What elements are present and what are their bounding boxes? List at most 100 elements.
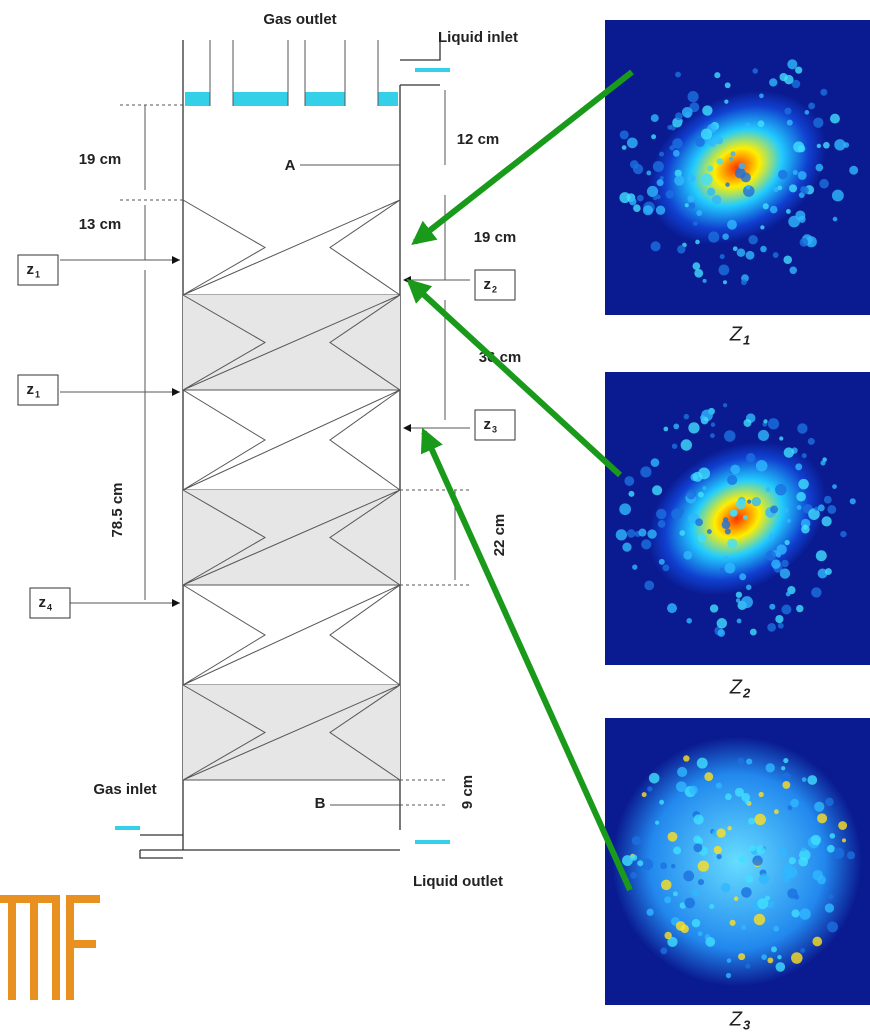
heatmap-blob [716, 158, 723, 165]
heatmap-blob [644, 580, 654, 590]
heatmap-blob [779, 436, 783, 440]
heatmap-blob [683, 551, 692, 560]
heatmap-blob [830, 833, 836, 839]
heatmap-blob [730, 920, 736, 926]
heatmap-blob [685, 203, 689, 207]
heatmap-blob [791, 909, 799, 917]
heatmap-blob [811, 587, 821, 597]
heatmap-blob [825, 903, 834, 912]
heatmap-blob [655, 821, 659, 825]
heatmap-blob [766, 550, 776, 560]
heatmap-blob [773, 252, 779, 258]
heatmap-blob [800, 948, 805, 953]
heatmap-blob [820, 460, 825, 465]
heatmap-blob [717, 854, 722, 859]
dimension-label: 12 cm [457, 131, 500, 148]
heatmap-blob [746, 251, 755, 260]
heatmap-blob [707, 140, 712, 145]
heatmap-blob [622, 145, 627, 150]
heatmap-blob [840, 531, 846, 537]
heatmap-blob [761, 954, 767, 960]
heatmap-blob [754, 814, 765, 825]
heatmap-blob [741, 279, 747, 285]
heatmap-blob [777, 185, 782, 190]
heatmap-blob [770, 506, 778, 514]
heatmap-blob [667, 603, 677, 613]
heatmap-blob [756, 460, 768, 472]
heatmap-blob [695, 518, 703, 526]
heatmap-blob [723, 403, 727, 407]
heatmap-blob [689, 786, 698, 795]
heatmap-blob [622, 543, 631, 552]
dimension-label: 9 cm [459, 775, 476, 809]
heatmap-blob [784, 863, 792, 871]
heatmap-blob [673, 891, 678, 896]
point-a-label: A [285, 157, 296, 174]
heatmap-blob [640, 466, 651, 477]
heatmap-blob [838, 821, 847, 830]
heatmap-blob [739, 573, 746, 580]
probe-letter: z [484, 276, 492, 293]
heatmap-blob [624, 476, 634, 486]
heatmap-blob [711, 422, 715, 426]
heatmap-blob [795, 67, 802, 74]
heatmap-blob [827, 921, 838, 932]
heatmap-blob [723, 517, 728, 522]
heatmap-blob [686, 490, 696, 500]
heatmap-blob [745, 963, 750, 968]
heatmap-blob [695, 240, 700, 245]
heatmap-blob [784, 75, 793, 84]
heatmap-blob [758, 430, 769, 441]
heatmap-blob [784, 108, 791, 115]
heatmap-blob [789, 266, 797, 274]
heatmap-blob [683, 755, 689, 761]
heatmap-blob [688, 422, 699, 433]
heatmap-blob [817, 144, 821, 148]
heatmap-blob [782, 781, 790, 789]
heatmap-blob [807, 775, 817, 785]
heatmap-blob [847, 851, 855, 859]
heatmap-blob [808, 103, 815, 110]
heatmap-blob [661, 880, 672, 891]
heatmap-blob [769, 534, 774, 539]
heatmap-blob [674, 175, 684, 185]
heatmap-blob [769, 78, 777, 86]
heatmap-blob [698, 534, 707, 543]
gas-inlet-label: Gas inlet [93, 781, 156, 798]
heatmap-blob [783, 255, 792, 264]
heatmap-blob [747, 499, 751, 503]
heatmap-blob [797, 505, 802, 510]
heatmap-blob [735, 788, 744, 797]
diagram: Gas outletLiquid inletABGas inletLiquid … [0, 0, 870, 1032]
heatmap-blob [802, 777, 807, 782]
heatmap-blob [780, 568, 790, 578]
heatmap-blob [770, 206, 778, 214]
heatmap-blob [676, 781, 687, 792]
heatmap-blob [741, 596, 753, 608]
heatmap-blob [716, 828, 725, 837]
heatmap-blob [642, 792, 647, 797]
heatmap-blob [784, 508, 789, 513]
heatmap-blob [781, 766, 785, 770]
heatmap-blob [817, 813, 827, 823]
heatmap-blob [651, 241, 661, 251]
heatmap-blob [798, 857, 808, 867]
heatmap-blob [796, 492, 806, 502]
heatmap-blob [629, 198, 637, 206]
heatmap-blob [811, 835, 821, 845]
heatmap-blob [766, 487, 771, 492]
heatmap-blob [681, 439, 692, 450]
heatmap-blob [814, 802, 824, 812]
heatmap-blob [757, 898, 768, 909]
heatmap-blob [717, 629, 725, 637]
heatmap-blob [622, 855, 633, 866]
heatmap-blob [679, 530, 685, 536]
heatmap-blob [730, 465, 740, 475]
heatmap-blob [785, 540, 790, 545]
heatmap-blob [725, 182, 729, 186]
probe-index: 3 [492, 424, 497, 434]
heatmap-blob [696, 210, 702, 216]
heatmap-blob [693, 814, 703, 824]
heatmap-blob [641, 539, 651, 549]
heatmap-blob [720, 254, 725, 259]
